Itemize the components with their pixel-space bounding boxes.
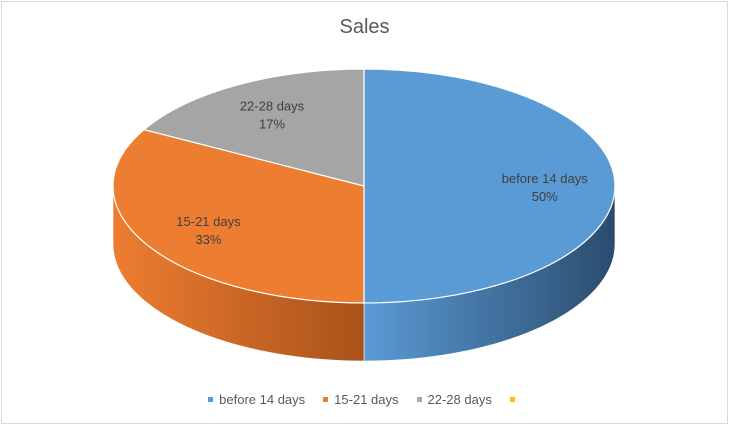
- legend-label: 22-28 days: [427, 392, 492, 407]
- data-label-value: 50%: [532, 189, 558, 204]
- pie-slice-before-14-days: [363, 68, 616, 304]
- data-label-name: 15-21 days: [176, 214, 241, 229]
- legend-swatch: [323, 397, 329, 402]
- legend: before 14 days 15-21 days 22-28 days: [2, 392, 727, 407]
- legend-swatch: [509, 397, 515, 402]
- legend-label: before 14 days: [219, 392, 306, 407]
- legend-swatch: [208, 397, 214, 402]
- legend-swatch: [416, 397, 422, 402]
- pie-slice-22-28-days: [142, 68, 365, 187]
- data-label-value: 17%: [259, 116, 285, 131]
- chart-title: Sales: [339, 16, 390, 38]
- data-label-value: 33%: [195, 232, 221, 247]
- legend-item: before 14 days: [208, 392, 305, 407]
- legend-item: [509, 397, 521, 402]
- data-label-name: before 14 days: [502, 171, 589, 186]
- legend-item: 15-21 days: [323, 392, 399, 407]
- legend-label: 15-21 days: [334, 392, 399, 407]
- pie-slice-15-21-days: [112, 128, 365, 304]
- legend-item: 22-28 days: [416, 392, 492, 407]
- data-label-name: 22-28 days: [240, 98, 305, 113]
